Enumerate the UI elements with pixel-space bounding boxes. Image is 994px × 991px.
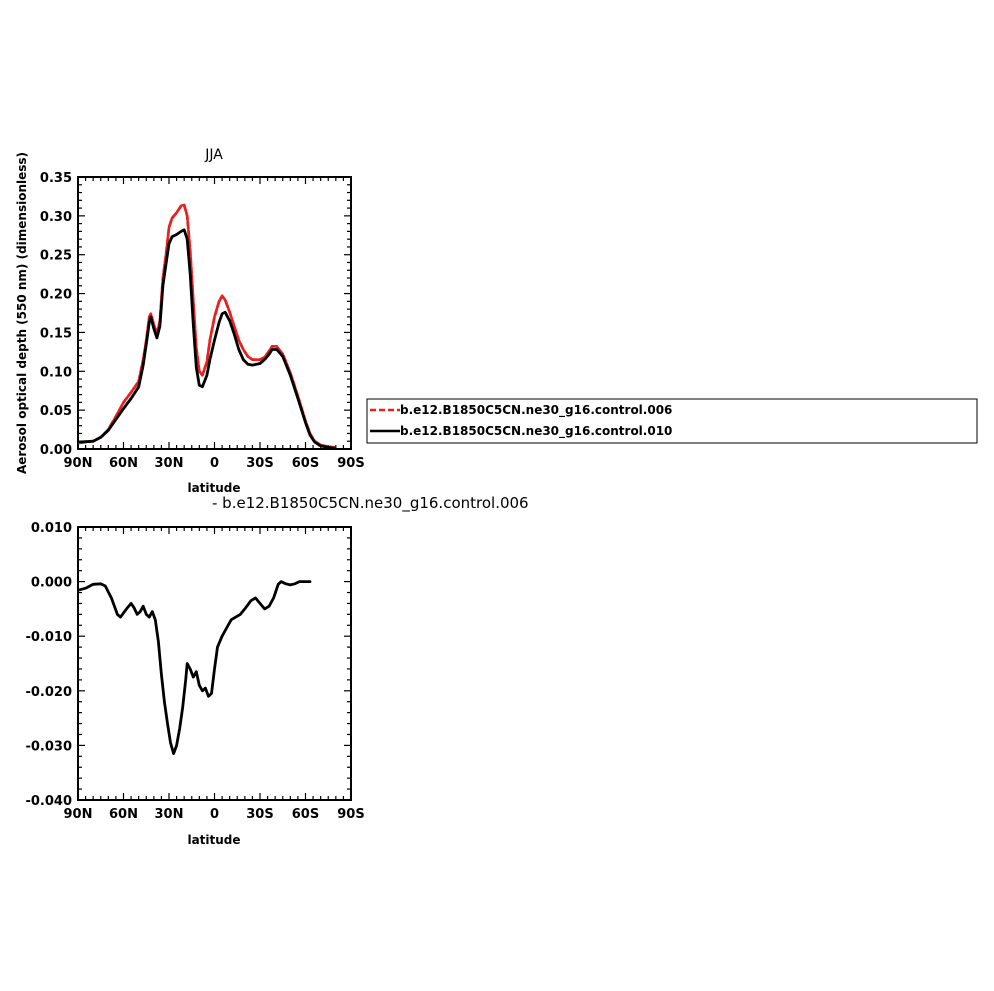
aod-y-tick-label: 0.10 (40, 365, 72, 380)
legend: b.e12.B1850C5CN.ne30_g16.control.006 b.e… (366, 398, 978, 444)
aod-y-tick-label: 0.35 (40, 171, 72, 186)
aod-y-tick-label: 0.00 (40, 443, 72, 458)
diff-x-tick-label: 30S (246, 807, 273, 822)
aod-x-tick-label: 90S (337, 456, 364, 471)
diff-y-tick-label: -0.020 (25, 685, 72, 700)
aod-x-tick-label: 90N (64, 456, 93, 471)
aod-y-tick-label: 0.20 (40, 288, 72, 303)
diff-x-axis-label: latitude (187, 833, 240, 847)
diff-x-tick-label: 0 (210, 807, 219, 822)
diff-panel: - b.e12.B1850C5CN.ne30_g16.control.006 l… (25, 494, 528, 847)
aod-y-tick-label: 0.15 (40, 326, 72, 341)
aod-panel-title: JJA (204, 147, 223, 163)
aod-panel: JJA Aerosol optical depth (550 nm) (dime… (15, 147, 365, 495)
aod-series-line-0 (78, 203, 336, 449)
aod-y-tick-label: 0.05 (40, 404, 72, 419)
aod-series-line-1 (78, 228, 336, 450)
aod-y-tick-label: 0.30 (40, 210, 72, 225)
diff-series-line-0 (78, 580, 312, 755)
diff-panel-title: - b.e12.B1850C5CN.ne30_g16.control.006 (212, 494, 529, 513)
diff-y-tick-label: 0.010 (31, 521, 72, 536)
diff-x-tick-label: 90N (64, 807, 93, 822)
diff-x-tick-label: 90S (337, 807, 364, 822)
aod-y-tick-label: 0.25 (40, 249, 72, 264)
aod-x-tick-label: 30S (246, 456, 273, 471)
aod-y-axis-label: Aerosol optical depth (550 nm) (dimensio… (15, 152, 29, 474)
aod-x-tick-label: 60S (292, 456, 319, 471)
diff-x-tick-label: 30N (155, 807, 184, 822)
aod-x-tick-label: 0 (210, 456, 219, 471)
diff-x-tick-label: 60N (109, 807, 138, 822)
aod-x-tick-label: 30N (155, 456, 184, 471)
diff-y-tick-label: -0.010 (25, 630, 72, 645)
legend-box (366, 398, 978, 444)
aod-x-axis-label: latitude (187, 481, 240, 495)
diff-y-tick-label: -0.040 (25, 794, 72, 809)
aod-x-tick-label: 60N (109, 456, 138, 471)
diff-y-tick-label: 0.000 (31, 576, 72, 591)
legend-label-006: b.e12.B1850C5CN.ne30_g16.control.006 (400, 403, 672, 418)
legend-label-010: b.e12.B1850C5CN.ne30_g16.control.010 (400, 424, 672, 439)
diff-y-tick-label: -0.030 (25, 739, 72, 754)
diff-x-tick-label: 60S (292, 807, 319, 822)
